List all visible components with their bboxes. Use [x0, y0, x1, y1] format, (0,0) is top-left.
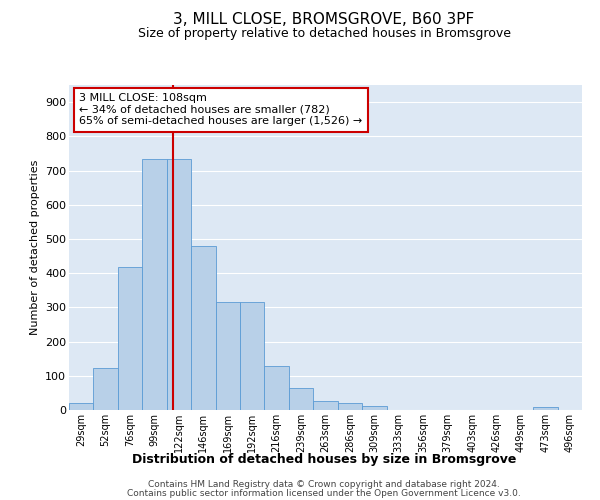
- Bar: [118, 267, 142, 410]
- Text: 3, MILL CLOSE, BROMSGROVE, B60 3PF: 3, MILL CLOSE, BROMSGROVE, B60 3PF: [173, 12, 475, 28]
- Bar: [215, 302, 240, 410]
- Y-axis label: Number of detached properties: Number of detached properties: [29, 160, 40, 335]
- Bar: [94, 368, 118, 410]
- Bar: [69, 403, 94, 410]
- Bar: [362, 406, 386, 410]
- Bar: [533, 408, 557, 410]
- Text: Size of property relative to detached houses in Bromsgrove: Size of property relative to detached ho…: [137, 28, 511, 40]
- Bar: [289, 388, 313, 410]
- Bar: [240, 302, 265, 410]
- Bar: [313, 402, 338, 410]
- Text: Contains HM Land Registry data © Crown copyright and database right 2024.: Contains HM Land Registry data © Crown c…: [148, 480, 500, 489]
- Bar: [167, 159, 191, 410]
- Text: Contains public sector information licensed under the Open Government Licence v3: Contains public sector information licen…: [127, 489, 521, 498]
- Bar: [265, 366, 289, 410]
- Bar: [142, 159, 167, 410]
- Text: Distribution of detached houses by size in Bromsgrove: Distribution of detached houses by size …: [132, 452, 516, 466]
- Text: 3 MILL CLOSE: 108sqm
← 34% of detached houses are smaller (782)
65% of semi-deta: 3 MILL CLOSE: 108sqm ← 34% of detached h…: [79, 93, 362, 126]
- Bar: [191, 246, 215, 410]
- Bar: [338, 403, 362, 410]
